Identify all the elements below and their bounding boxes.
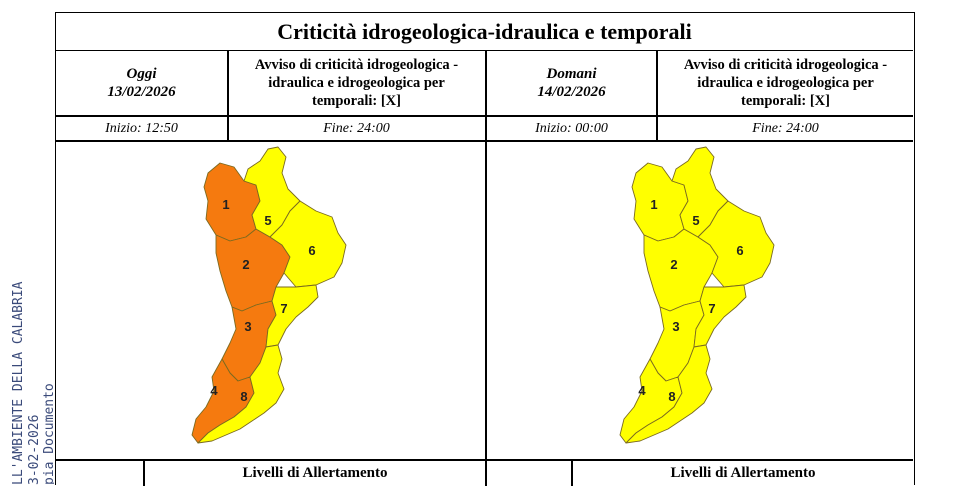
stamp-line-3: pia Documento [42, 383, 54, 485]
tomorrow-livelli: Livelli di Allertamento [670, 465, 816, 481]
stamp-line-2: 3-02-2026 [27, 415, 42, 485]
side-stamp: LL'AMBIENTE DELLA CALABRIA 3-02-2026 pia… [11, 281, 54, 485]
today-date: 13/02/2026 [107, 84, 176, 100]
col-divider-mid [485, 51, 487, 486]
today-notice-line-2: idraulica e idrogeologica per [268, 75, 445, 91]
today-zone-3-label: 3 [244, 319, 251, 334]
row-divider-2 [56, 140, 913, 142]
tomorrow-notice-line-1: Avviso di criticità idrogeologica - [683, 57, 888, 73]
today-zone-5-label: 5 [264, 213, 271, 228]
today-zone-7[interactable]: 7 [265, 284, 319, 348]
tomorrow-zone-8-area[interactable] [625, 344, 713, 444]
tomorrow-notice: Avviso di criticità idrogeologica - idra… [658, 51, 913, 115]
tomorrow-zone-3-label: 3 [672, 319, 679, 334]
today-zone-7-area[interactable] [265, 284, 319, 348]
tomorrow-header: Domani 14/02/2026 [487, 51, 656, 115]
today-zone-1-label: 1 [222, 197, 229, 212]
tomorrow-zone-7-area[interactable] [693, 284, 747, 348]
tomorrow-notice-line-2: idraulica e idrogeologica per [697, 75, 874, 91]
today-notice-line-1: Avviso di criticità idrogeologica - [254, 57, 459, 73]
tomorrow-end-time: Fine: 24:00 [752, 120, 819, 136]
today-zone-8-label: 8 [240, 389, 247, 404]
col-divider-b [656, 51, 658, 141]
tomorrow-notice-line-3: temporali: [X] [741, 93, 830, 109]
tomorrow-zone-8-label: 8 [668, 389, 675, 404]
today-label: Oggi [126, 66, 157, 82]
today-start-time: Inizio: 12:50 [105, 120, 178, 136]
tomorrow-label: Domani [546, 66, 597, 82]
bulletin-title: Criticità idrogeologica-idraulica e temp… [56, 13, 913, 51]
tomorrow-zone-7[interactable]: 7 [693, 284, 747, 348]
col-divider-c [143, 459, 145, 486]
col-divider-d [571, 459, 573, 486]
row-divider-3 [56, 459, 913, 461]
row-divider-1 [56, 115, 913, 117]
today-notice: Avviso di criticità idrogeologica - idra… [228, 51, 485, 115]
bulletin-table: Criticità idrogeologica-idraulica e temp… [55, 12, 915, 486]
today-zone-8[interactable]: 8 [197, 344, 285, 444]
col-divider-a [227, 51, 229, 141]
tomorrow-zone-4-label: 4 [638, 383, 646, 398]
today-zone-8-area[interactable] [197, 344, 285, 444]
today-zone-2-label: 2 [242, 257, 249, 272]
today-livelli: Livelli di Allertamento [242, 465, 388, 481]
tomorrow-zone-6-label: 6 [736, 243, 743, 258]
today-zone-4-label: 4 [210, 383, 218, 398]
stamp-line-1: LL'AMBIENTE DELLA CALABRIA [11, 281, 26, 485]
today-zone-6-label: 6 [308, 243, 315, 258]
tomorrow-zone-5-label: 5 [692, 213, 699, 228]
today-notice-line-3: temporali: [X] [312, 93, 401, 109]
tomorrow-zone-8[interactable]: 8 [625, 344, 713, 444]
today-map[interactable]: 1 2 3 4 5 6 7 8 [186, 145, 376, 455]
tomorrow-start-time: Inizio: 00:00 [535, 120, 608, 136]
today-end-time: Fine: 24:00 [323, 120, 390, 136]
today-zone-7-label: 7 [280, 301, 287, 316]
tomorrow-zone-2-label: 2 [670, 257, 677, 272]
today-header: Oggi 13/02/2026 [56, 51, 227, 115]
tomorrow-zone-1-label: 1 [650, 197, 657, 212]
tomorrow-zone-7-label: 7 [708, 301, 715, 316]
tomorrow-map[interactable]: 1 2 3 4 5 6 7 8 [614, 145, 804, 455]
tomorrow-date: 14/02/2026 [537, 84, 606, 100]
